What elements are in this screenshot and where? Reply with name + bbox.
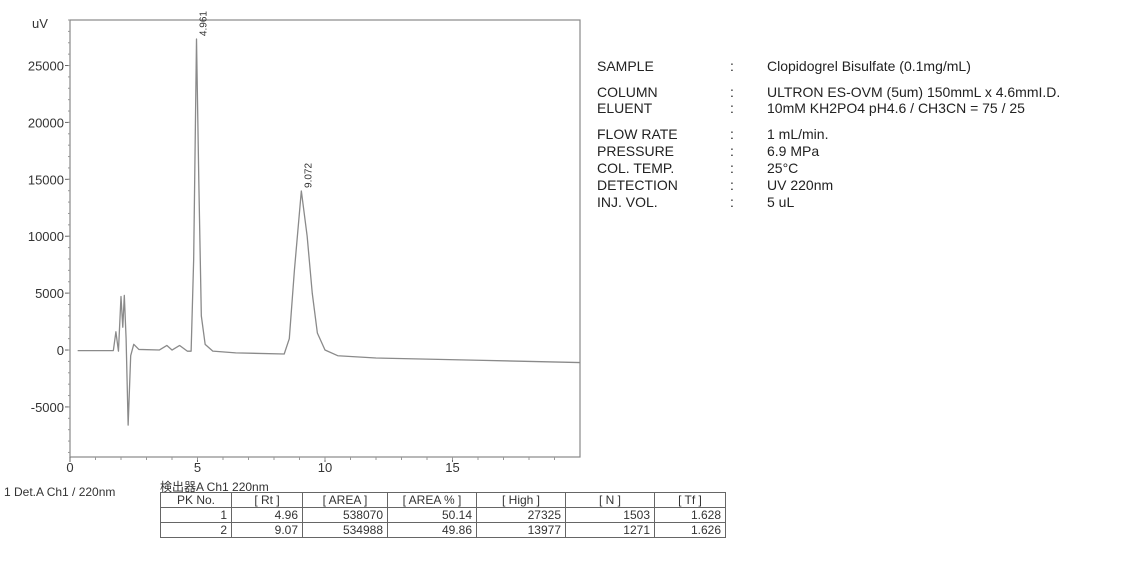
table-cell: 50.14 xyxy=(387,507,477,523)
condition-key: PRESSURE xyxy=(597,143,675,159)
condition-row: FLOW RATE: 1 mL/min. xyxy=(597,126,1117,143)
table-header-row: PK No.[ Rt ][ AREA ][ AREA % ][ High ][ … xyxy=(160,492,726,508)
table-cell: 538070 xyxy=(302,507,388,523)
condition-value: 6.9 MPa xyxy=(767,143,820,159)
y-tick-label: -5000 xyxy=(31,400,64,415)
condition-separator: : xyxy=(730,194,734,210)
condition-key: DETECTION xyxy=(597,177,678,193)
condition-key: COLUMN xyxy=(597,84,658,100)
y-tick-label: 15000 xyxy=(28,172,64,187)
condition-value: UV 220nm xyxy=(767,177,834,193)
table-row: 1 4.96 538070 50.14 27325 1503 1.628 xyxy=(160,507,726,523)
condition-row: INJ. VOL.: 5 uL xyxy=(597,194,1117,211)
y-tick-label: 0 xyxy=(57,343,64,358)
detector-label: 1 Det.A Ch1 / 220nm xyxy=(4,485,116,499)
condition-key: COL. TEMP. xyxy=(597,160,675,176)
condition-value: 10mM KH2PO4 pH4.6 / CH3CN = 75 / 25 xyxy=(767,100,1025,116)
x-tick-label: 0 xyxy=(66,460,73,475)
condition-separator: : xyxy=(730,177,734,193)
x-tick-label: 10 xyxy=(318,460,332,475)
table-title: 検出器A Ch1 220nm xyxy=(160,480,269,494)
x-tick-label: 15 xyxy=(445,460,459,475)
table-cell: 9.07 xyxy=(231,522,303,538)
plot-frame xyxy=(69,19,581,458)
table-cell: 1271 xyxy=(565,522,655,538)
table-cell: 1.628 xyxy=(654,507,726,523)
table-cell: 1 xyxy=(160,507,232,523)
y-tick-label: 10000 xyxy=(28,229,64,244)
condition-separator: : xyxy=(730,84,734,100)
table-cell: 2 xyxy=(160,522,232,538)
condition-row: ELUENT: 10mM KH2PO4 pH4.6 / CH3CN = 75 / … xyxy=(597,100,1117,117)
condition-key: INJ. VOL. xyxy=(597,194,658,210)
condition-key: SAMPLE xyxy=(597,58,654,74)
condition-value: Clopidogrel Bisulfate (0.1mg/mL) xyxy=(767,58,971,74)
table-row: 2 9.07 534988 49.86 13977 1271 1.626 xyxy=(160,522,726,538)
condition-row: COL. TEMP.: 25°C xyxy=(597,160,1117,177)
column-header: [ Rt ] xyxy=(231,492,303,508)
column-header: [ AREA ] xyxy=(302,492,388,508)
condition-key: FLOW RATE xyxy=(597,126,678,142)
chromatogram: -5000 0 5000 10000 15000 20000 25000 0 5 10 15 uV 4.… xyxy=(28,11,581,475)
peak-label: 9.072 xyxy=(303,163,314,188)
table-cell: 4.96 xyxy=(231,507,303,523)
condition-value: 25°C xyxy=(767,160,799,176)
table-cell: 13977 xyxy=(476,522,566,538)
condition-key: ELUENT xyxy=(597,100,653,116)
x-tick-label: 5 xyxy=(194,460,201,475)
condition-value: 5 uL xyxy=(767,194,795,210)
chromatogram-trace xyxy=(77,38,581,426)
condition-row: DETECTION: UV 220nm xyxy=(597,177,1117,194)
column-header: [ High ] xyxy=(476,492,566,508)
peak-table: PK No.[ Rt ][ AREA ][ AREA % ][ High ][ … xyxy=(160,492,726,538)
condition-value: 1 mL/min. xyxy=(767,126,829,142)
condition-separator: : xyxy=(730,126,734,142)
column-header: PK No. xyxy=(160,492,232,508)
condition-separator: : xyxy=(730,160,734,176)
column-header: [ AREA % ] xyxy=(387,492,477,508)
condition-row: PRESSURE: 6.9 MPa xyxy=(597,143,1117,160)
table-cell: 1.626 xyxy=(654,522,726,538)
table-cell: 49.86 xyxy=(387,522,477,538)
condition-separator: : xyxy=(730,143,734,159)
table-cell: 1503 xyxy=(565,507,655,523)
y-tick-label: 5000 xyxy=(35,286,64,301)
y-tick-label: 25000 xyxy=(28,59,64,74)
y-tick-label: 20000 xyxy=(28,115,64,130)
y-axis-unit: uV xyxy=(32,16,48,31)
condition-row: COLUMN: ULTRON ES-OVM (5um) 150mmL x 4.6m… xyxy=(597,84,1117,101)
column-header: [ N ] xyxy=(565,492,655,508)
table-cell: 27325 xyxy=(476,507,566,523)
peak-label: 4.961 xyxy=(199,11,210,36)
table-cell: 534988 xyxy=(302,522,388,538)
condition-separator: : xyxy=(730,58,734,74)
condition-value: ULTRON ES-OVM (5um) 150mmL x 4.6mmI.D. xyxy=(767,84,1061,100)
condition-separator: : xyxy=(730,100,734,116)
column-header: [ Tf ] xyxy=(654,492,726,508)
condition-row: SAMPLE: Clopidogrel Bisulfate (0.1mg/mL) xyxy=(597,58,1117,75)
